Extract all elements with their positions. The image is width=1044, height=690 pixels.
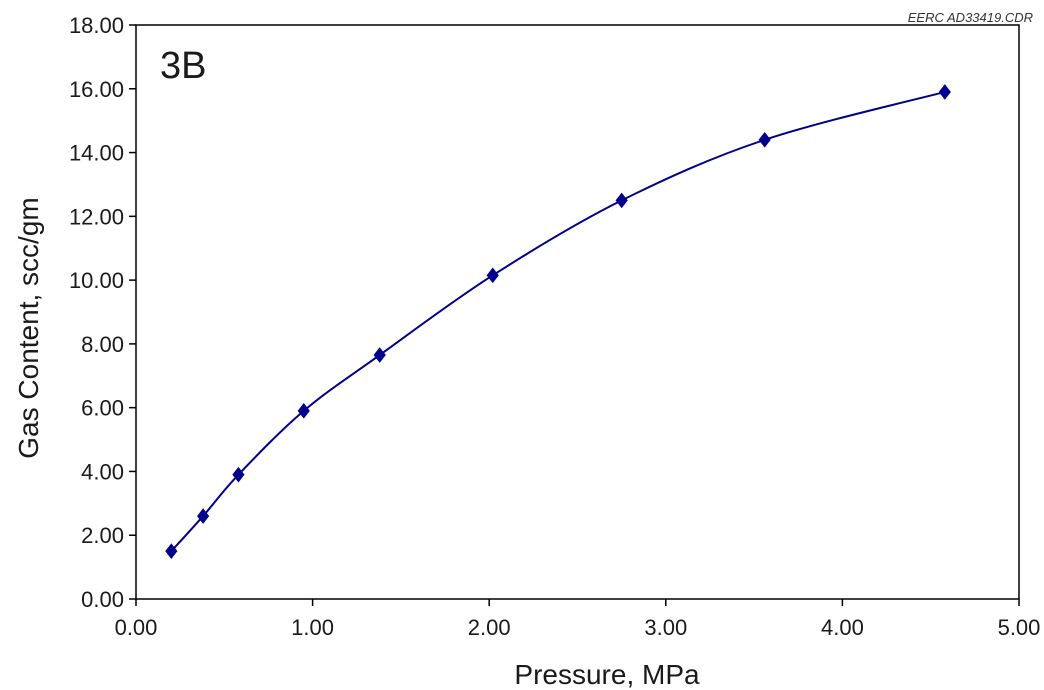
x-tick-label: 3.00 [644,615,687,640]
x-tick-label: 0.00 [115,615,158,640]
data-point-marker [197,508,210,524]
data-point-marker [297,403,310,419]
x-tick-label: 2.00 [468,615,511,640]
data-point-marker [373,347,386,363]
data-point-marker [165,543,178,559]
y-tick-label: 10.00 [69,268,124,293]
y-tick-label: 6.00 [81,396,124,421]
x-axis-title: Pressure, MPa [514,659,700,690]
data-point-marker [232,466,245,483]
x-tick-label: 1.00 [291,615,334,640]
panel-label: 3B [160,45,206,87]
x-tick-label: 5.00 [998,615,1041,640]
y-tick-label: 16.00 [69,77,124,102]
plot-area-frame [135,24,1020,600]
y-tick-label: 0.00 [81,587,124,612]
data-point-marker [486,267,499,284]
reference-label: EERC AD33419.CDR [908,10,1033,25]
y-tick-label: 2.00 [81,523,124,548]
y-axis-title: Gas Content, scc/gm [13,197,44,458]
y-tick-label: 8.00 [81,332,124,357]
y-tick-label: 14.00 [69,141,124,166]
data-point-marker [758,131,771,148]
data-point-marker [615,192,628,209]
y-tick-label: 18.00 [69,13,124,38]
data-point-marker [938,84,951,100]
series-line [170,91,946,552]
y-tick-label: 4.00 [81,459,124,484]
y-tick-label: 12.00 [69,204,124,229]
x-tick-label: 4.00 [821,615,864,640]
